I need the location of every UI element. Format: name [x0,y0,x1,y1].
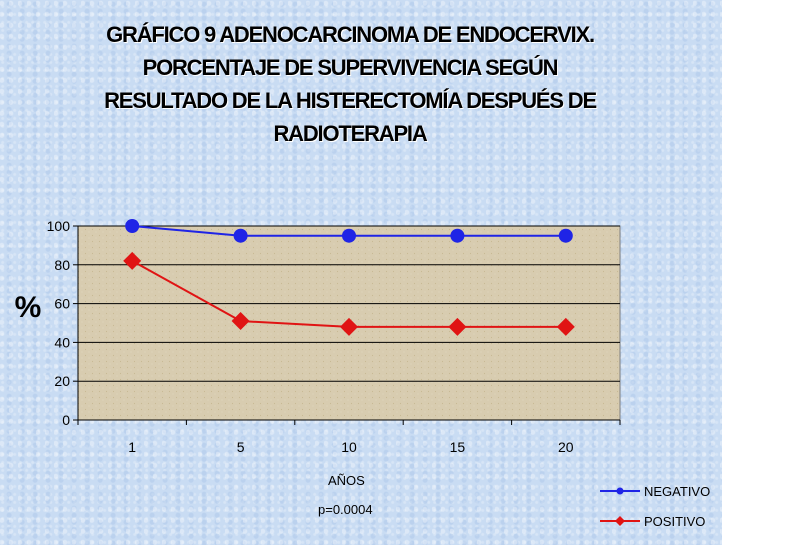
x-tick-label-1: 1 [128,439,136,455]
y-tick-label-20: 20 [54,373,70,389]
title-line-2: PORCENTAJE DE SUPERVIVENCIA SEGÚN [142,55,559,80]
y-tick-label-0: 0 [62,412,70,428]
y-tick-label-60: 60 [54,296,70,312]
y-tick-label-100: 100 [47,218,71,234]
legend-item-negativo: NEGATIVO [598,476,710,506]
chart-title: GRÁFICO 9 ADENOCARCINOMA DE ENDOCERVIX. … [30,18,670,150]
legend-negativo-label: NEGATIVO [644,483,711,499]
title-line-4: RADIOTERAPIA [273,121,427,146]
p-value-note: p=0.0004 [318,502,373,517]
title-line-3: RESULTADO DE LA HISTERECTOMÍA DESPUÉS DE [104,88,597,113]
legend-negativo-swatch [600,487,640,495]
point-positivo-20 [556,317,575,336]
title-line-1: GRÁFICO 9 ADENOCARCINOMA DE ENDOCERVIX. [106,22,595,47]
x-tick-label-10: 10 [341,439,357,455]
legend-positivo-label: POSITIVO [644,513,706,529]
point-negativo-1 [125,219,140,233]
point-negativo-5 [233,228,248,243]
x-tick-label-5: 5 [237,439,245,455]
x-axis-title: AÑOS [328,473,365,488]
point-negativo-20 [558,228,573,243]
x-tick-label-20: 20 [558,439,574,455]
point-positivo-10 [340,317,358,336]
point-negativo-10 [342,228,356,243]
chart-legend: NEGATIVO POSITIVO [598,476,710,536]
point-positivo-15 [448,317,467,336]
legend-item-positivo: POSITIVO [598,506,710,536]
point-positivo-1 [123,251,142,270]
y-axis-title: % [15,291,42,324]
x-tick-label-15: 15 [450,439,466,455]
y-tick-label-80: 80 [54,257,70,273]
point-negativo-15 [450,228,465,243]
point-positivo-5 [231,312,250,331]
y-tick-label-40: 40 [54,334,70,350]
legend-positivo-swatch [600,516,640,526]
